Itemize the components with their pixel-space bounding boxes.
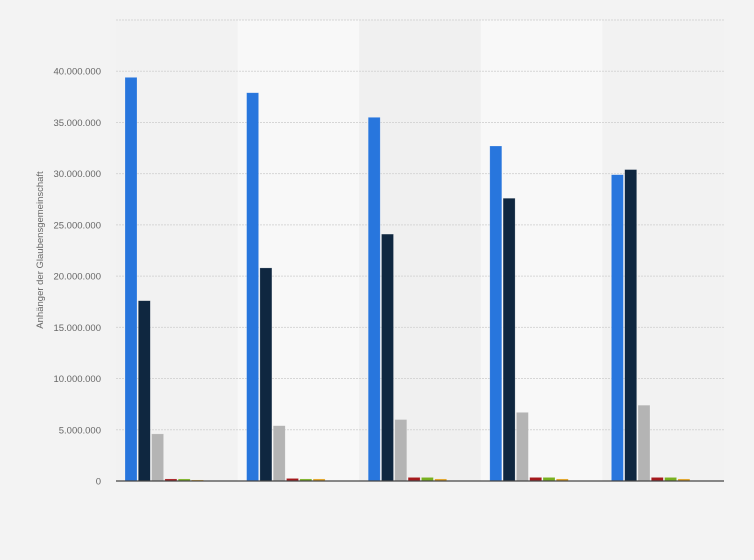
y-tick-label: 10.000.000 <box>53 374 101 385</box>
bar[interactable] <box>394 419 408 482</box>
y-tick-label: 5.000.000 <box>59 425 101 436</box>
bar[interactable] <box>611 174 624 482</box>
bar[interactable] <box>272 425 286 482</box>
bar[interactable] <box>489 145 503 482</box>
bars <box>124 77 691 482</box>
bar[interactable] <box>151 433 164 482</box>
gridlines <box>116 19 724 431</box>
y-tick-label: 15.000.000 <box>53 323 101 334</box>
y-tick-label: 35.000.000 <box>53 118 101 129</box>
bar[interactable] <box>246 92 259 482</box>
bar[interactable] <box>259 267 273 482</box>
bar[interactable] <box>124 77 138 482</box>
y-tick-label: 20.000.000 <box>53 272 101 283</box>
y-axis-label: Anhänger der Glaubensgemeinschaft <box>35 171 46 329</box>
bar[interactable] <box>502 197 516 482</box>
bar[interactable] <box>637 404 651 482</box>
bar[interactable] <box>367 117 381 482</box>
y-tick-label: 30.000.000 <box>53 169 101 180</box>
bar[interactable] <box>516 412 529 482</box>
y-tick-label: 25.000.000 <box>53 220 101 231</box>
y-tick-label: 0 <box>96 477 101 488</box>
y-axis-ticks: 0 5.000.000 10.000.000 15.000.000 20.000.000… <box>53 67 101 488</box>
bar[interactable] <box>138 300 151 482</box>
bar[interactable] <box>624 169 638 482</box>
y-tick-label: 40.000.000 <box>53 67 101 78</box>
bar[interactable] <box>381 233 394 482</box>
